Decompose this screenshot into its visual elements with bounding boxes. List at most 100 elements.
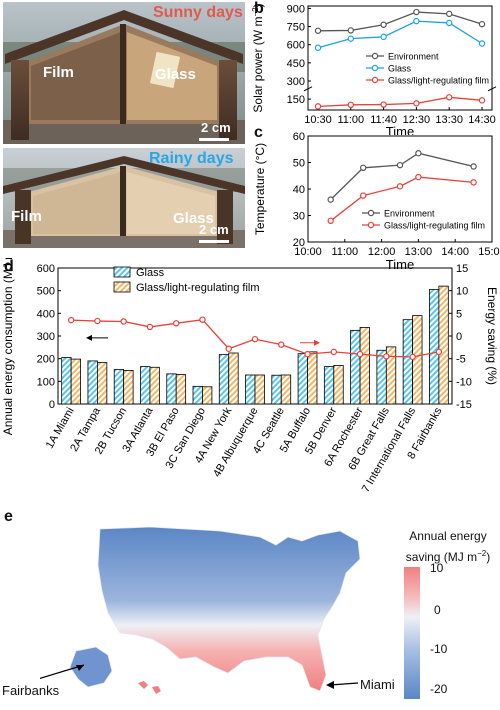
- bar: [438, 285, 449, 405]
- y2-tick-label: -10: [456, 376, 472, 388]
- hawaii-map: [138, 681, 161, 694]
- left-axis-arrowhead: [86, 334, 92, 341]
- y2-tick-label: 5: [456, 308, 462, 320]
- legend-marker: [371, 52, 379, 60]
- energy-saving-point: [225, 345, 232, 352]
- data-point: [413, 8, 420, 16]
- bar: [307, 351, 318, 405]
- series-line: [317, 96, 483, 108]
- data-point: [413, 100, 420, 107]
- data-point: [445, 19, 453, 27]
- data-point: [359, 164, 367, 172]
- y-tick-label: 200: [37, 354, 55, 366]
- legend-marker: [371, 76, 379, 84]
- legend-label: Glass: [388, 64, 412, 74]
- x-tick-label: 10:00: [294, 246, 322, 258]
- y-tick-label: 600: [287, 40, 305, 52]
- y-tick-label: 30: [293, 211, 305, 223]
- glass-label-bottom: Glass: [173, 210, 214, 227]
- city-label-fairbanks: Fairbanks: [2, 683, 60, 698]
- bar: [412, 315, 423, 405]
- panel-d-label: d: [4, 258, 14, 275]
- bar: [280, 374, 292, 405]
- data-point: [314, 103, 322, 110]
- energy-saving-point: [330, 348, 337, 356]
- rainy-days-caption: Rainy days: [149, 150, 234, 167]
- x-tick-label: 10:30: [304, 114, 332, 126]
- y-tick-label: 400: [37, 308, 55, 320]
- contiguous-us-map: [97, 526, 361, 692]
- sunny-photo-illustration: [3, 2, 245, 144]
- bar: [97, 362, 108, 405]
- y-tick-label: 500: [37, 286, 55, 298]
- scale-label-top: 2 cm: [201, 120, 231, 135]
- x-tick-label: 15:00: [478, 246, 500, 258]
- energy-saving-point: [199, 316, 206, 323]
- bar: [87, 360, 98, 405]
- y-tick-label: 20: [293, 237, 305, 249]
- film-label-bottom: Film: [11, 208, 42, 225]
- energy-saving-point: [67, 316, 75, 324]
- x-axis-label: Time: [386, 124, 414, 135]
- legend-label: Environment: [388, 52, 439, 62]
- solar-power-chart: 150 300 450 600 750 900 10:30 11:00 11:40 12:30 13…: [251, 3, 497, 135]
- legend-label: Glass/light-regulating film: [388, 76, 489, 86]
- y-tick-label: 60: [293, 131, 305, 143]
- data-point: [314, 27, 322, 34]
- data-point: [470, 163, 477, 170]
- data-point: [445, 10, 453, 18]
- data-point: [380, 21, 387, 28]
- energy-saving-point: [304, 350, 311, 358]
- x-tick-label: 11:40: [370, 114, 397, 126]
- legend-marker: [371, 64, 379, 72]
- bar: [166, 373, 177, 405]
- legend-swatch: [113, 266, 131, 278]
- data-point: [347, 27, 355, 34]
- panel-c-label: c: [254, 124, 263, 141]
- y-tick-label: 900: [287, 3, 305, 15]
- bar: [175, 374, 187, 405]
- colorbar-title-line2: saving (MJ m−2): [398, 545, 498, 566]
- colorbar-tick-neg10: -10: [430, 642, 448, 656]
- colorbar-title-end: ): [486, 550, 491, 564]
- colorbar-title: Annual energy saving (MJ m−2): [398, 528, 498, 566]
- bar: [323, 366, 335, 405]
- colorbar-tick-10: 10: [430, 561, 444, 575]
- data-point: [396, 161, 404, 169]
- energy-saving-map: [37, 515, 380, 705]
- legend-label: Glass: [136, 267, 165, 279]
- alaska-map: [69, 646, 113, 688]
- bar: [113, 369, 125, 405]
- energy-saving-point: [120, 318, 127, 325]
- bar: [402, 319, 414, 405]
- bar: [140, 366, 151, 405]
- bar: [202, 386, 213, 405]
- legend-label: Environment: [384, 209, 435, 219]
- x-tick-label: 14:00: [441, 246, 469, 258]
- y-tick-label: 450: [287, 58, 305, 70]
- y2-axis-label: Energy saving (%): [485, 287, 499, 385]
- bar: [70, 358, 81, 405]
- series-line: [330, 152, 474, 201]
- scale-label-bottom: 2 cm: [199, 222, 229, 237]
- bar: [245, 374, 256, 405]
- data-point: [415, 150, 422, 157]
- legend-label: Glass/light-regulating film: [384, 221, 485, 231]
- right-axis-arrowhead: [314, 339, 320, 346]
- y-tick-label: 750: [287, 22, 305, 34]
- y-axis-label: Annual energy consumption (MJ m−2): [1, 258, 15, 435]
- data-point: [380, 101, 387, 108]
- series-line: [317, 20, 483, 49]
- colorbar-tick-neg20: -20: [430, 682, 448, 696]
- x-tick-label: 11:00: [337, 114, 364, 126]
- data-point: [478, 97, 486, 104]
- y2-tick-label: -5: [456, 354, 466, 366]
- data-point: [347, 35, 355, 42]
- y2-tick-label: -15: [456, 399, 472, 411]
- data-point: [347, 101, 355, 109]
- axis-break-mark: [487, 86, 497, 92]
- x-tick-label: 11:00: [331, 246, 358, 258]
- series-line: [317, 11, 483, 32]
- legend-swatch: [113, 281, 131, 293]
